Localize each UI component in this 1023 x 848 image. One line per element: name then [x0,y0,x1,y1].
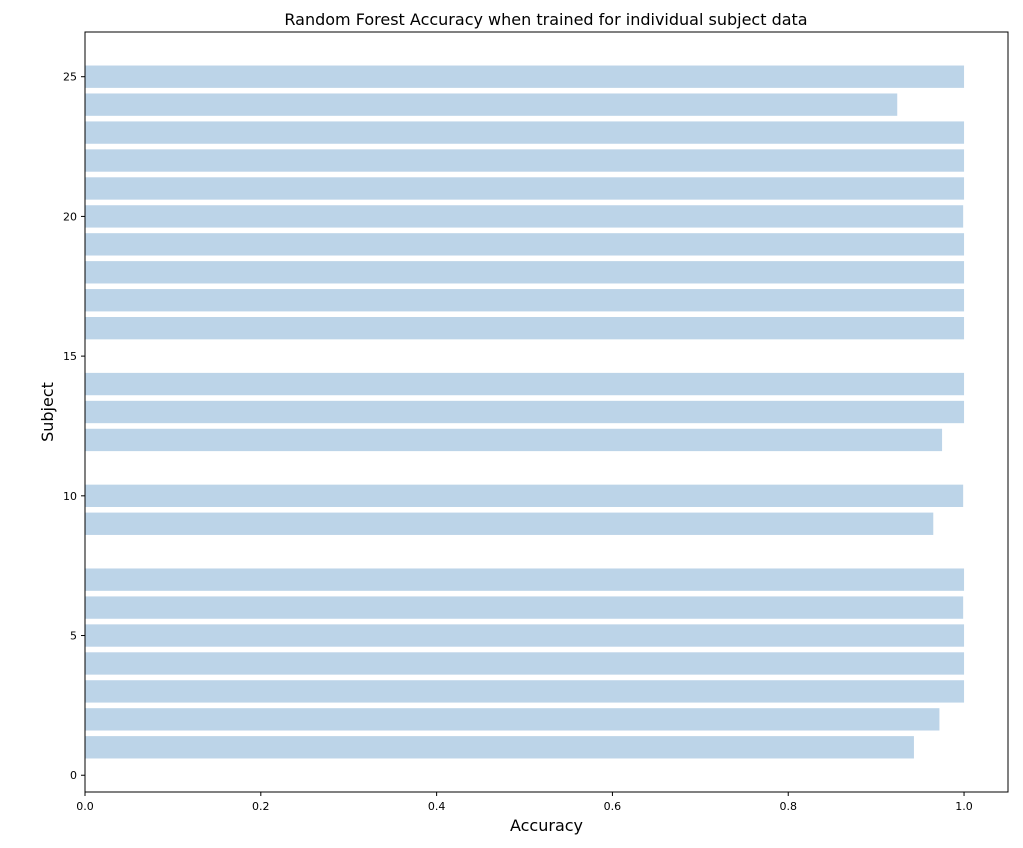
bar-subject-17 [85,289,965,312]
x-tick-label: 0.0 [76,800,94,813]
plot-frame [84,31,1009,793]
bar-subject-25 [85,65,965,88]
y-tick-label: 15 [63,350,77,363]
bar-subject-23 [85,121,965,144]
x-tick-label: 0.2 [252,800,270,813]
bar-subject-12 [85,428,943,452]
bar-subject-3 [85,680,965,703]
y-tick-label: 10 [63,490,77,503]
bar-subject-10 [85,484,964,507]
x-tick-label: 1.0 [955,800,973,813]
bar-subject-7 [85,568,965,591]
y-tick-label: 25 [63,71,77,84]
y-axis-label: Subject [38,382,57,442]
x-tick-label: 0.8 [779,800,797,813]
bar-subject-21 [85,177,965,200]
bar-subject-9 [85,512,934,535]
x-tick-label: 0.4 [428,800,446,813]
bar-subject-18 [85,261,965,284]
x-axis-label: Accuracy [510,816,583,835]
y-tick-label: 20 [63,210,77,223]
y-axis: 0 5 10 15 20 25 [63,71,85,782]
bar-subject-19 [85,233,965,256]
bar-subject-6 [85,596,964,619]
y-tick-label: 0 [70,769,77,782]
bar-subject-22 [85,149,965,172]
bar-subject-1 [85,736,914,759]
bar-subject-14 [85,372,965,396]
x-tick-label: 0.6 [604,800,622,813]
chart-title: Random Forest Accuracy when trained for … [284,10,807,29]
bars-group [85,65,965,759]
bar-subject-4 [85,652,965,675]
bar-subject-24 [85,93,898,116]
bar-subject-5 [85,624,965,647]
x-axis: 0.0 0.2 0.4 0.6 0.8 1.0 [76,792,973,813]
y-tick-label: 5 [70,630,77,643]
bar-subject-13 [85,400,965,424]
bar-subject-20 [85,205,964,228]
bar-subject-2 [85,708,940,731]
bar-subject-16 [85,317,965,340]
